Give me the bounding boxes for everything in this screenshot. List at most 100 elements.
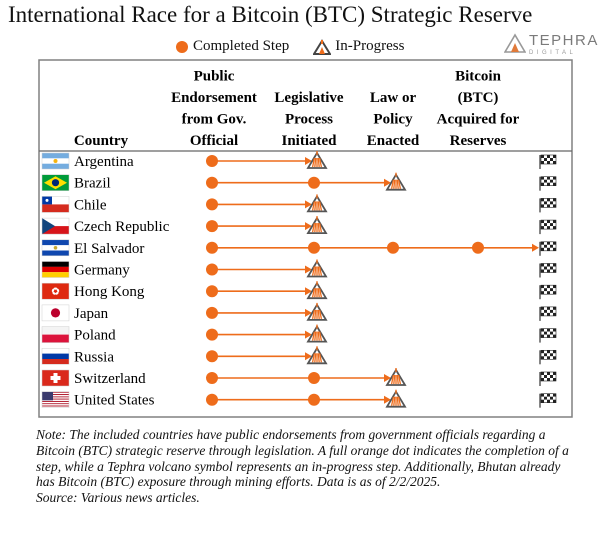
in-progress-volcano-icon: [306, 216, 328, 235]
in-progress-volcano-icon: [306, 259, 328, 278]
checkered-flag-icon: [539, 263, 557, 278]
chart-area: Country Public Endorsement from Gov. Officia…: [38, 59, 573, 418]
column-header-4-line-3: Reserves: [450, 133, 507, 149]
in-progress-volcano-icon: [306, 324, 328, 343]
column-header-0-line-0: Country: [74, 133, 129, 149]
hong-kong-flag-icon: [41, 282, 70, 300]
country-label: Brazil: [74, 176, 111, 192]
country-label: Czech Republic: [74, 219, 170, 235]
in-progress-volcano-icon: [306, 302, 328, 321]
table-row: United States: [41, 389, 557, 409]
completed-step-dot: [308, 393, 320, 406]
legend: Completed Step In-Progress: [176, 38, 404, 55]
country-label: Hong Kong: [74, 284, 145, 300]
table-row: Russia: [41, 346, 557, 365]
brand-name: TEPHRA: [529, 32, 599, 49]
table-row: Brazil: [41, 172, 557, 192]
table-row: Czech Republic: [41, 216, 557, 235]
completed-step-dot: [206, 328, 218, 341]
column-header-1-line-0: Public: [194, 69, 235, 85]
completed-step-dot: [308, 176, 320, 189]
table-row: Chile: [41, 194, 557, 213]
column-header-3-line-0: Law or: [370, 90, 417, 106]
country-label: Russia: [74, 349, 114, 365]
completed-step-dot: [206, 350, 218, 363]
completed-step-dot: [206, 285, 218, 298]
in-progress-volcano-icon: [385, 368, 407, 386]
checkered-flag-icon: [539, 198, 557, 213]
checkered-flag-icon: [539, 284, 557, 300]
table-frame: [38, 59, 573, 418]
japan-flag-icon: [41, 304, 70, 322]
country-label: Poland: [74, 328, 116, 344]
note: Note: The included countries have public…: [36, 427, 569, 490]
column-header-1-line-2: from Gov.: [182, 112, 247, 128]
czech-flag-icon: [41, 217, 70, 235]
checkered-flag-icon: [539, 371, 557, 386]
table-row: Germany: [41, 259, 557, 279]
country-label: Japan: [74, 306, 109, 322]
column-header-4-line-2: Acquired for: [437, 112, 520, 128]
checkered-flag-icon: [539, 219, 557, 235]
in-progress-volcano-icon: [306, 346, 328, 365]
germany-flag-icon: [41, 261, 70, 278]
country-label: Germany: [74, 263, 130, 279]
completed-step-dot: [206, 198, 218, 211]
table-row: Argentina: [41, 151, 557, 170]
completed-step-dot: [206, 155, 218, 167]
completed-step-dot: [308, 241, 320, 254]
column-header-2-line-2: Initiated: [281, 133, 337, 149]
in-progress-volcano-icon: [385, 389, 407, 408]
usa-flag-icon: [41, 391, 70, 408]
in-progress-volcano-icon: [306, 281, 328, 300]
poland-flag-icon: [41, 326, 70, 343]
completed-step-dot: [206, 372, 218, 384]
column-header-2-line-1: Process: [285, 112, 333, 128]
column-header-3-line-2: Enacted: [367, 133, 420, 149]
column-header-2-line-0: Legislative: [274, 90, 343, 106]
completed-step-dot: [206, 176, 218, 189]
checkered-flag-icon: [539, 241, 557, 256]
brazil-flag-icon: [41, 174, 70, 191]
completed-step-dot: [472, 241, 484, 254]
completed-dot-icon: [176, 40, 188, 53]
in-progress-volcano-icon: [306, 194, 328, 213]
country-label: El Salvador: [74, 241, 144, 257]
column-header-3-line-1: Policy: [373, 112, 413, 128]
table-row: Hong Kong: [41, 281, 557, 300]
completed-step-dot: [206, 306, 218, 319]
column-header-4-line-0: Bitcoin: [455, 69, 501, 85]
checkered-flag-icon: [539, 154, 557, 169]
tephra-logo: TEPHRA DIGITAL: [504, 33, 599, 57]
legend-in-progress-label: In-Progress: [335, 38, 405, 54]
country-label: Chile: [74, 197, 107, 213]
table-row: El Salvador: [41, 239, 557, 257]
completed-step-dot: [206, 263, 218, 276]
completed-step-dot: [308, 372, 320, 384]
chile-flag-icon: [41, 196, 70, 213]
switzerland-flag-icon: [41, 369, 70, 387]
table-row: Japan: [41, 302, 557, 322]
checkered-flag-icon: [539, 176, 557, 191]
checkered-flag-icon: [539, 349, 557, 365]
country-label: United States: [74, 393, 155, 409]
source: Source: Various news articles.: [36, 490, 200, 506]
country-label: Argentina: [74, 154, 134, 170]
table-row: Switzerland: [41, 368, 557, 387]
checkered-flag-icon: [539, 306, 557, 321]
completed-step-dot: [206, 241, 218, 254]
brand-subtitle: DIGITAL: [529, 50, 577, 56]
volcano-icon: [313, 38, 332, 55]
in-progress-volcano-icon: [306, 151, 328, 169]
argentina-flag-icon: [41, 152, 70, 170]
completed-step-dot: [206, 220, 218, 233]
column-header-1-line-1: Endorsement: [171, 90, 257, 106]
table-row: Poland: [41, 324, 557, 344]
column-header-1-line-3: Official: [190, 133, 238, 149]
checkered-flag-icon: [539, 393, 557, 408]
completed-step-dot: [206, 393, 218, 406]
note-text: Note: The included countries have public…: [36, 427, 576, 506]
column-header-4-line-1: (BTC): [458, 90, 499, 106]
tephra-logo-icon: [504, 33, 526, 53]
chart-title: International Race for a Bitcoin (BTC) S…: [8, 2, 533, 27]
